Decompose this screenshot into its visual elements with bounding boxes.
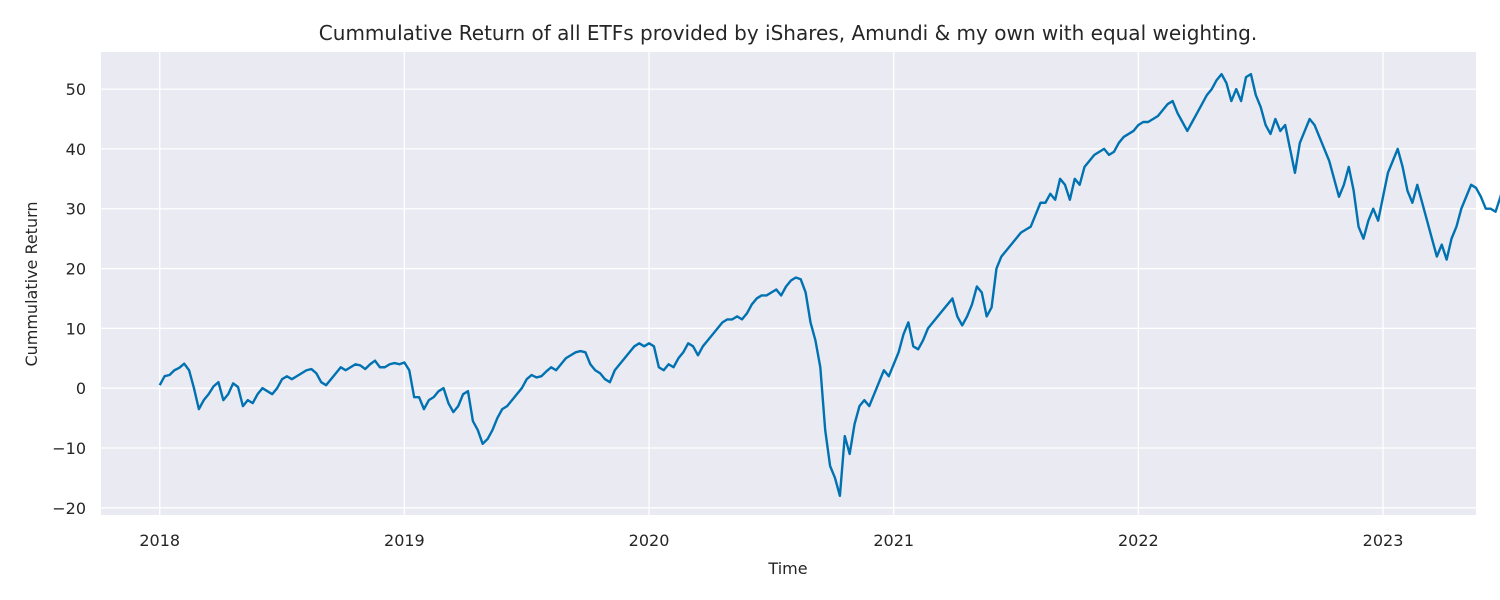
x-tick-label: 2023	[1363, 531, 1404, 550]
series-layer	[158, 72, 1500, 498]
series-line	[158, 72, 1500, 498]
y-tick-label: −20	[52, 499, 86, 518]
y-tick-label: 50	[66, 80, 86, 99]
x-tick-label: 2019	[384, 531, 425, 550]
x-tick-label: 2020	[629, 531, 670, 550]
x-axis-label: Time	[767, 559, 807, 578]
chart-title: Cummulative Return of all ETFs provided …	[319, 21, 1257, 45]
y-tick-label: −10	[52, 439, 86, 458]
x-tick-label: 2021	[873, 531, 914, 550]
grid	[101, 52, 1476, 515]
y-tick-label: 20	[66, 260, 86, 279]
x-tick-label: 2018	[139, 531, 180, 550]
y-tick-label: 30	[66, 200, 86, 219]
y-tick-label: 40	[66, 140, 86, 159]
y-axis-label: Cummulative Return	[22, 201, 41, 366]
y-tick-label: 10	[66, 319, 86, 338]
y-tick-label: 0	[76, 379, 86, 398]
tick-labels: 2018 2019 2020 2021 2022 2023 50 40 30 20 10 0 −10 −2…	[52, 80, 1403, 550]
x-tick-label: 2022	[1118, 531, 1159, 550]
